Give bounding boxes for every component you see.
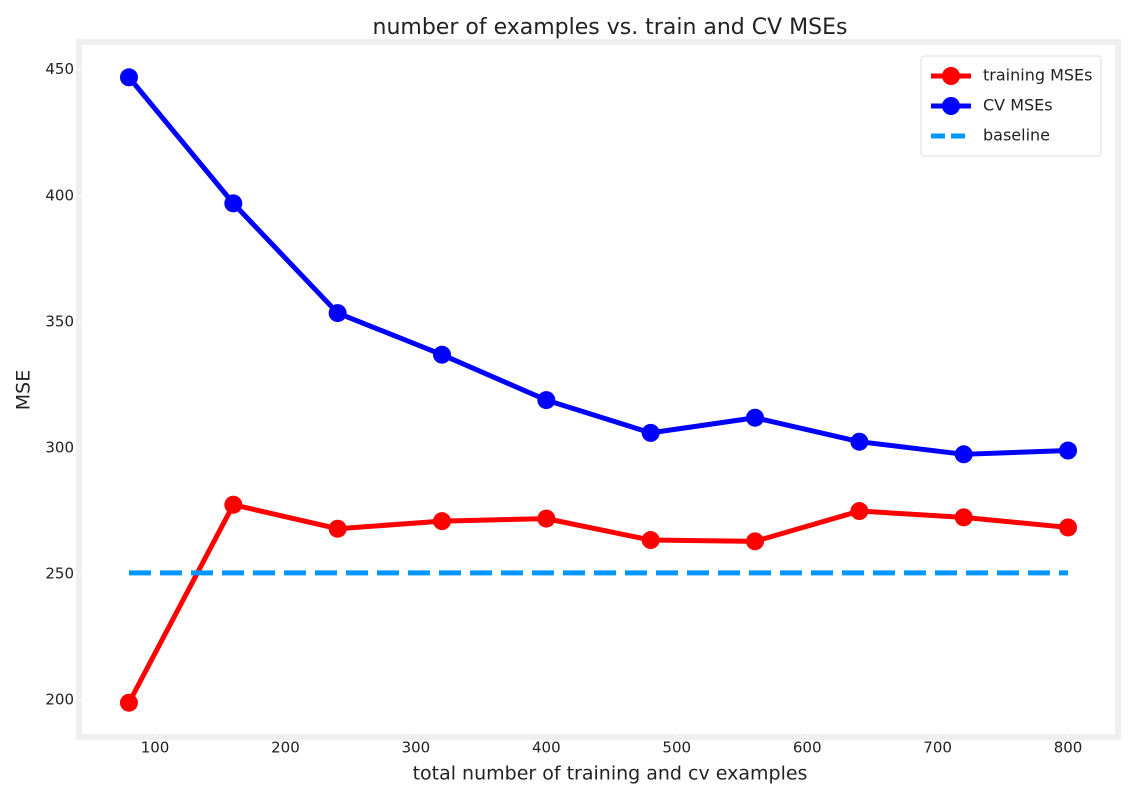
legend-label: training MSEs (983, 66, 1092, 85)
x-tick-label: 600 (793, 739, 822, 757)
data-point (1059, 518, 1078, 537)
data-point (850, 432, 869, 451)
data-point (746, 532, 765, 551)
legend-box (920, 55, 1102, 157)
data-point (537, 391, 556, 410)
data-point (224, 495, 243, 514)
chart-title: number of examples vs. train and CV MSEs (373, 15, 848, 40)
y-tick-label: 250 (45, 565, 74, 583)
series-line (127, 75, 1069, 457)
x-tick-label: 200 (271, 739, 300, 757)
x-tick-label: 300 (402, 739, 431, 757)
legend-marker (942, 67, 960, 85)
series-line (126, 502, 1069, 704)
data-point (641, 423, 660, 442)
data-point (328, 519, 347, 538)
data-point (1059, 441, 1078, 460)
y-axis-label: MSE (13, 370, 35, 410)
data-point (432, 512, 451, 531)
x-tick-label: 700 (923, 739, 952, 757)
y-tick-label: 350 (45, 312, 74, 330)
data-point (119, 693, 138, 712)
x-tick-label: 100 (141, 739, 170, 757)
data-point (224, 194, 243, 213)
data-point (119, 68, 138, 87)
legend-marker (942, 97, 960, 115)
x-tick-label: 500 (662, 739, 691, 757)
legend-label: baseline (983, 126, 1050, 145)
data-point (432, 345, 451, 364)
y-tick-label: 450 (45, 60, 74, 78)
legend-label: CV MSEs (983, 96, 1053, 115)
axes-frame (76, 39, 1121, 740)
data-point (328, 304, 347, 323)
y-tick-label: 400 (45, 186, 74, 204)
x-tick-label: 800 (1054, 739, 1083, 757)
y-tick-label: 300 (45, 439, 74, 457)
x-axis-label: total number of training and cv examples (413, 763, 808, 785)
data-point (954, 508, 973, 527)
data-point (537, 509, 556, 528)
data-point (954, 445, 973, 464)
x-tick-label: 400 (532, 739, 561, 757)
data-point (641, 531, 660, 550)
data-point (850, 502, 869, 521)
data-point (746, 408, 765, 427)
y-tick-label: 200 (45, 691, 74, 709)
